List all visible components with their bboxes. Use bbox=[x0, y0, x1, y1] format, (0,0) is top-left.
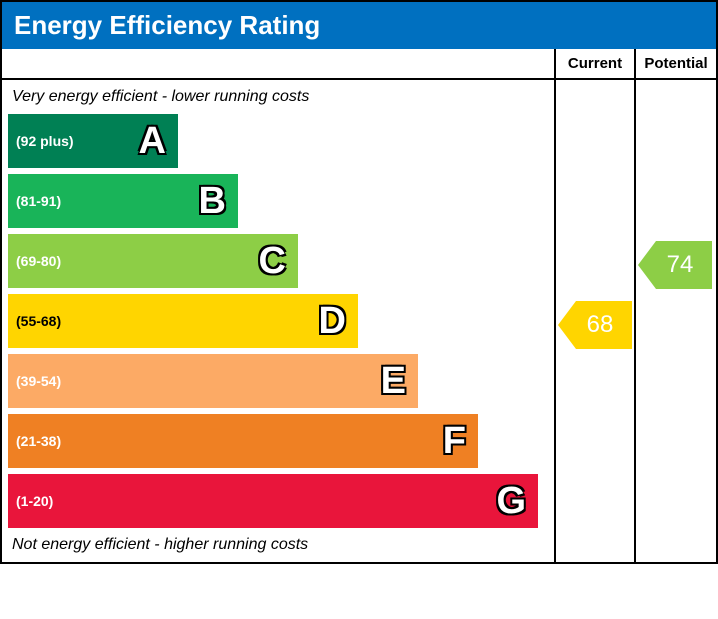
band-g: (1-20)G bbox=[8, 474, 538, 528]
band-range-d: (55-68) bbox=[8, 313, 319, 329]
band-letter-d: D bbox=[319, 302, 358, 340]
chart-title: Energy Efficiency Rating bbox=[2, 2, 716, 49]
band-letter-f: F bbox=[443, 422, 478, 460]
band-d: (55-68)D bbox=[8, 294, 358, 348]
band-letter-g: G bbox=[496, 482, 538, 520]
band-letter-a: A bbox=[139, 122, 178, 160]
band-range-f: (21-38) bbox=[8, 433, 443, 449]
band-letter-c: C bbox=[259, 242, 298, 280]
band-c: (69-80)C bbox=[8, 234, 298, 288]
band-range-e: (39-54) bbox=[8, 373, 381, 389]
header-current: Current bbox=[556, 49, 636, 78]
band-letter-b: B bbox=[199, 182, 238, 220]
band-range-c: (69-80) bbox=[8, 253, 259, 269]
potential-value: 74 bbox=[657, 251, 694, 279]
band-range-g: (1-20) bbox=[8, 493, 496, 509]
chart-body: Very energy efficient - lower running co… bbox=[2, 80, 716, 562]
band-range-a: (92 plus) bbox=[8, 133, 139, 149]
band-e: (39-54)E bbox=[8, 354, 418, 408]
potential-column: 74 bbox=[636, 80, 716, 562]
bands-area: Very energy efficient - lower running co… bbox=[2, 80, 556, 562]
current-column: 68 bbox=[556, 80, 636, 562]
epc-chart: Energy Efficiency Rating Current Potenti… bbox=[0, 0, 718, 564]
bands-container: (92 plus)A (81-91)B (69-80)C (55-68)D (39-54… bbox=[2, 114, 554, 528]
current-value: 68 bbox=[577, 311, 614, 339]
band-letter-e: E bbox=[381, 362, 418, 400]
bottom-note: Not energy efficient - higher running co… bbox=[2, 534, 554, 556]
header-row: Current Potential bbox=[2, 49, 716, 80]
top-note: Very energy efficient - lower running co… bbox=[2, 86, 554, 108]
header-spacer bbox=[2, 49, 556, 78]
band-b: (81-91)B bbox=[8, 174, 238, 228]
band-a: (92 plus)A bbox=[8, 114, 178, 168]
potential-badge: 74 bbox=[638, 241, 712, 289]
band-range-b: (81-91) bbox=[8, 193, 199, 209]
current-badge: 68 bbox=[558, 301, 632, 349]
band-f: (21-38)F bbox=[8, 414, 478, 468]
header-potential: Potential bbox=[636, 49, 716, 78]
